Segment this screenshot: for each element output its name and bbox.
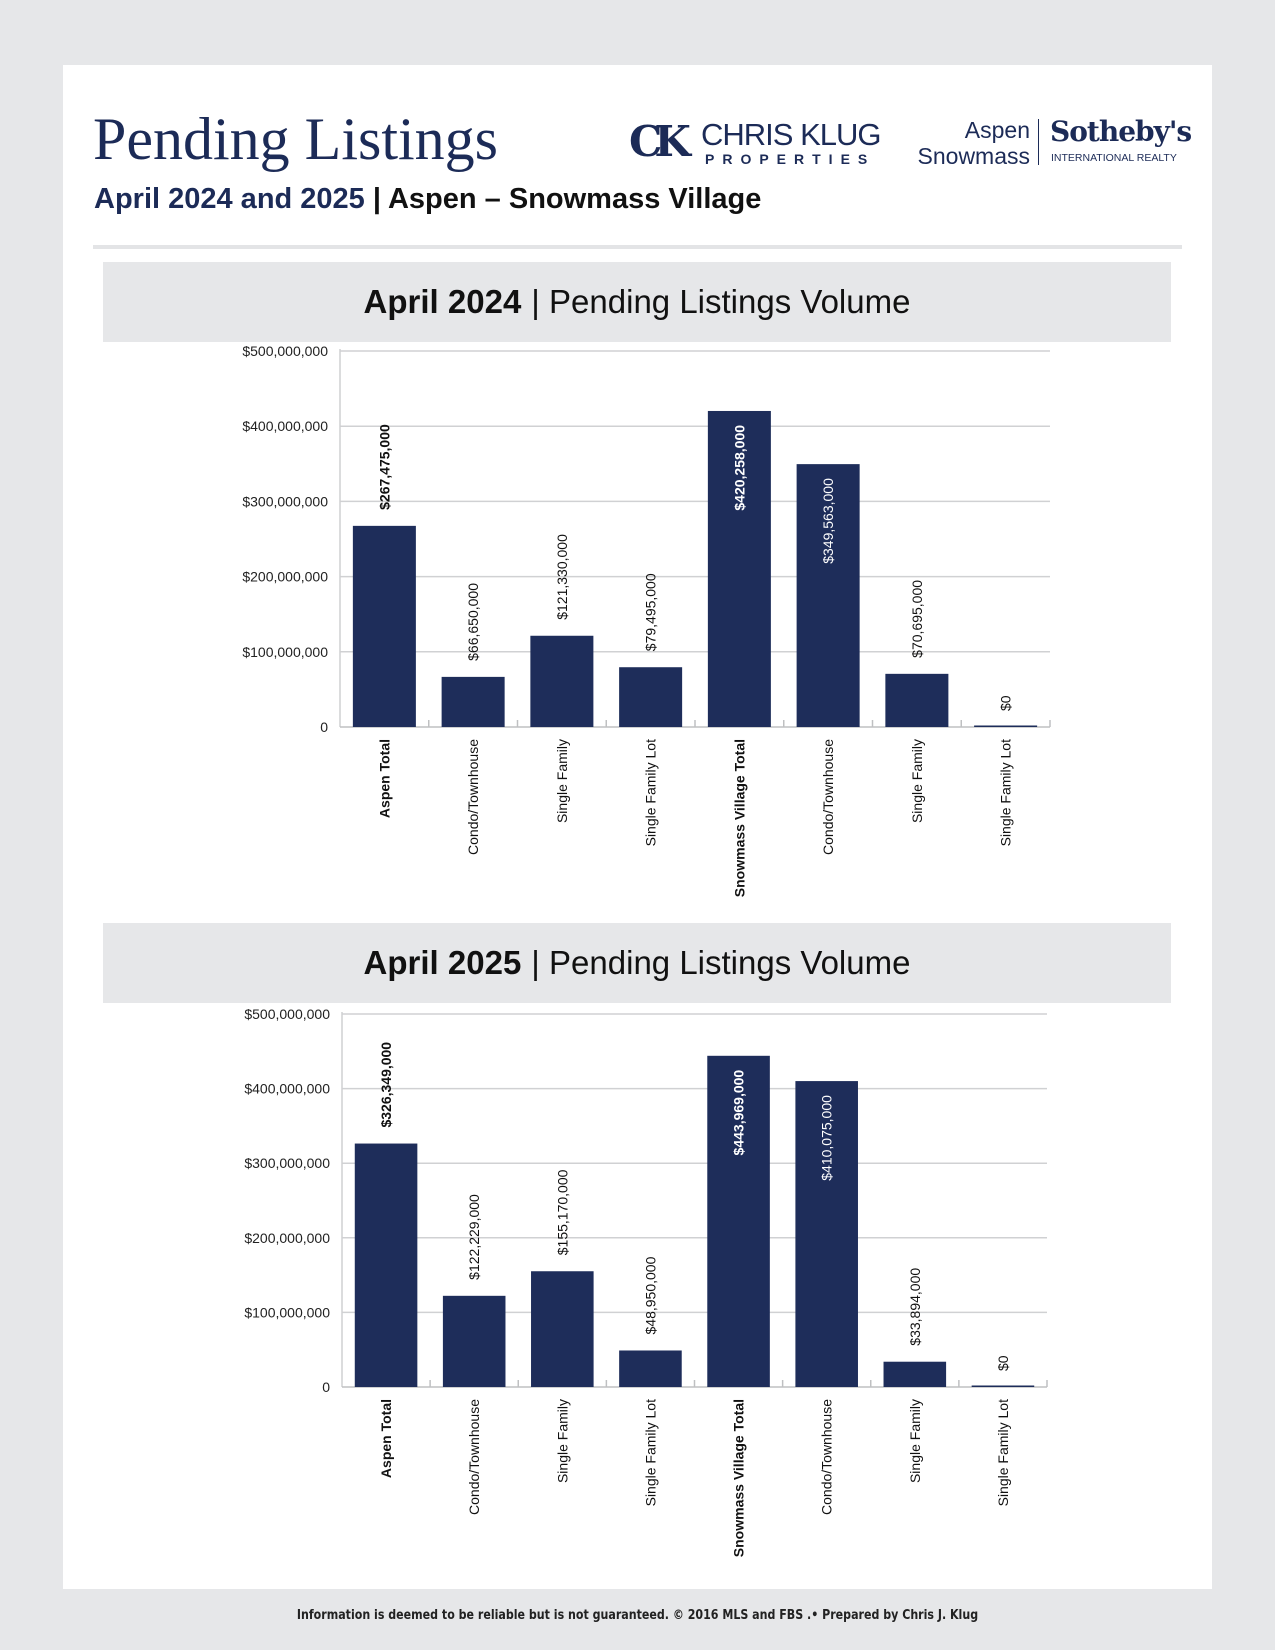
- logo-divider: [1038, 119, 1039, 165]
- bar: [707, 1055, 770, 1387]
- data-label: $155,170,000: [554, 1169, 570, 1255]
- page-subtitle: April 2024 and 2025 | Aspen – Snowmass V…: [94, 183, 761, 216]
- bar: [619, 1350, 682, 1387]
- data-label: $121,330,000: [554, 534, 570, 620]
- data-label: $70,695,000: [909, 580, 925, 658]
- chart-1-title: April 2024 | Pending Listings Volume: [103, 262, 1171, 342]
- y-tick-label: $500,000,000: [244, 1006, 330, 1022]
- y-tick-label: $300,000,000: [242, 493, 328, 509]
- category-label: Single Family Lot: [998, 739, 1014, 846]
- sir-sub: INTERNATIONAL REALTY: [1051, 152, 1177, 164]
- y-tick-label: 0: [322, 1379, 330, 1395]
- data-label: $267,475,000: [376, 424, 392, 510]
- y-tick-label: $100,000,000: [244, 1304, 330, 1320]
- category-label: Condo/Townhouse: [819, 1399, 835, 1515]
- chart-2-title-bold: April 2025: [363, 944, 522, 981]
- data-label: $410,075,000: [819, 1095, 835, 1181]
- chris-klug-logo: CK CHRIS KLUG PROPERTIES: [629, 115, 881, 175]
- data-label: $33,894,000: [907, 1268, 923, 1346]
- data-label: $66,650,000: [465, 583, 481, 661]
- bar: [441, 676, 505, 727]
- y-tick-label: 0: [320, 719, 328, 735]
- ck-logo-sub: PROPERTIES: [705, 151, 876, 167]
- data-label: $349,563,000: [820, 478, 836, 564]
- category-label: Condo/Townhouse: [466, 1399, 482, 1515]
- sir-line1: Aspen: [964, 117, 1030, 143]
- sir-name: Sotheby's: [1050, 115, 1192, 148]
- y-tick-label: $400,000,000: [242, 418, 328, 434]
- bar: [707, 410, 771, 727]
- category-label: Single Family Lot: [995, 1399, 1011, 1506]
- header-divider: [93, 245, 1182, 249]
- y-tick-label: $500,000,000: [242, 343, 328, 359]
- footer-disclaimer: Information is deemed to be reliable but…: [296, 1608, 979, 1623]
- chart-1-title-rest: | Pending Listings Volume: [531, 283, 911, 320]
- category-label: Aspen Total: [376, 739, 392, 818]
- bar: [352, 525, 416, 727]
- data-label: $326,349,000: [378, 1042, 394, 1128]
- chart-1-title-bold: April 2024: [363, 283, 522, 320]
- data-label: $48,950,000: [642, 1256, 658, 1334]
- bar: [795, 1081, 858, 1387]
- ck-logo-name: CHRIS KLUG: [701, 117, 881, 152]
- data-label: $443,969,000: [731, 1070, 747, 1156]
- category-label: Single Family: [554, 1399, 570, 1483]
- bar: [796, 464, 860, 727]
- category-label: Snowmass Village Total: [731, 1399, 747, 1557]
- sothebys-logo: Aspen Snowmass Sotheby's INTERNATIONAL RE…: [898, 115, 1193, 175]
- bar: [971, 1385, 1035, 1387]
- sir-line2: Snowmass: [917, 143, 1030, 169]
- category-label: Snowmass Village Total: [731, 739, 747, 897]
- bar: [885, 673, 949, 727]
- data-label: $122,229,000: [466, 1194, 482, 1280]
- bar: [530, 635, 594, 727]
- category-label: Condo/Townhouse: [820, 739, 836, 855]
- category-label: Single Family Lot: [642, 1399, 658, 1506]
- subtitle-location: Aspen – Snowmass Village: [387, 183, 762, 215]
- bar: [619, 667, 683, 727]
- y-tick-label: $400,000,000: [244, 1081, 330, 1097]
- bar: [442, 1295, 506, 1387]
- bar: [354, 1143, 418, 1387]
- subtitle-separator: |: [364, 183, 388, 215]
- y-tick-label: $200,000,000: [244, 1230, 330, 1246]
- category-label: Single Family: [907, 1399, 923, 1483]
- data-label: $0: [998, 695, 1014, 711]
- chart-2-title: April 2025 | Pending Listings Volume: [103, 923, 1171, 1003]
- bar: [883, 1361, 947, 1387]
- data-label: $420,258,000: [731, 425, 747, 511]
- ck-monogram: CK: [629, 117, 691, 166]
- chart-2-title-rest: | Pending Listings Volume: [531, 944, 911, 981]
- category-label: Aspen Total: [378, 1399, 394, 1478]
- sir-location: Aspen Snowmass: [918, 117, 1030, 169]
- category-label: Single Family Lot: [643, 739, 659, 846]
- bar: [974, 725, 1038, 727]
- bar: [531, 1271, 594, 1387]
- report-page: Pending Listings April 2024 and 2025 | A…: [63, 65, 1212, 1589]
- data-label: $0: [995, 1355, 1011, 1371]
- y-tick-label: $200,000,000: [242, 569, 328, 585]
- category-label: Single Family: [554, 739, 570, 823]
- category-label: Condo/Townhouse: [465, 739, 481, 855]
- subtitle-period: April 2024 and 2025: [94, 183, 365, 215]
- y-tick-label: $100,000,000: [242, 644, 328, 660]
- data-label: $79,495,000: [643, 573, 659, 651]
- y-tick-label: $300,000,000: [244, 1155, 330, 1171]
- page-title: Pending Listings: [93, 106, 499, 172]
- category-label: Single Family: [909, 739, 925, 823]
